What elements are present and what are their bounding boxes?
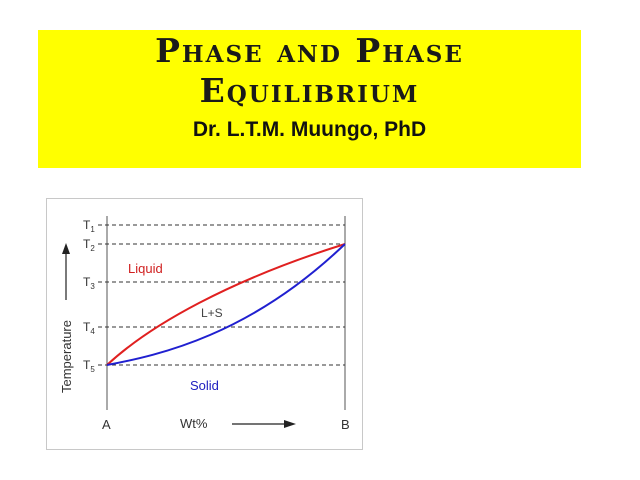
x-axis-right-label: B [341,417,350,432]
temp-label-t2: T2 [83,237,95,253]
x-axis-left-label: A [102,417,111,432]
author-name: Dr. L.T.M. Muungo, PhD [192,118,427,141]
slide-title-line-1: Phase and Phase [155,31,464,70]
temp-label-t3: T3 [83,275,95,291]
y-axis-label: Temperature [59,320,74,393]
region-solid-label: Solid [190,378,219,393]
phase-diagram-frame [46,198,363,450]
solidus-curve [106,243,346,366]
temp-label-t5: T5 [83,358,95,374]
y-axis-arrow-head [62,243,70,254]
liquidus-curve [106,243,346,366]
x-axis-arrow-head [284,420,296,428]
x-axis-label: Wt% [180,416,208,431]
title-banner [38,30,581,168]
temp-label-t1: T1 [83,218,95,234]
region-liquid-label: Liquid [128,261,163,276]
region-two-phase-label: L+S [201,306,223,320]
slide-title-line-2: Equilibrium [199,71,420,110]
temp-label-t4: T4 [83,320,95,336]
